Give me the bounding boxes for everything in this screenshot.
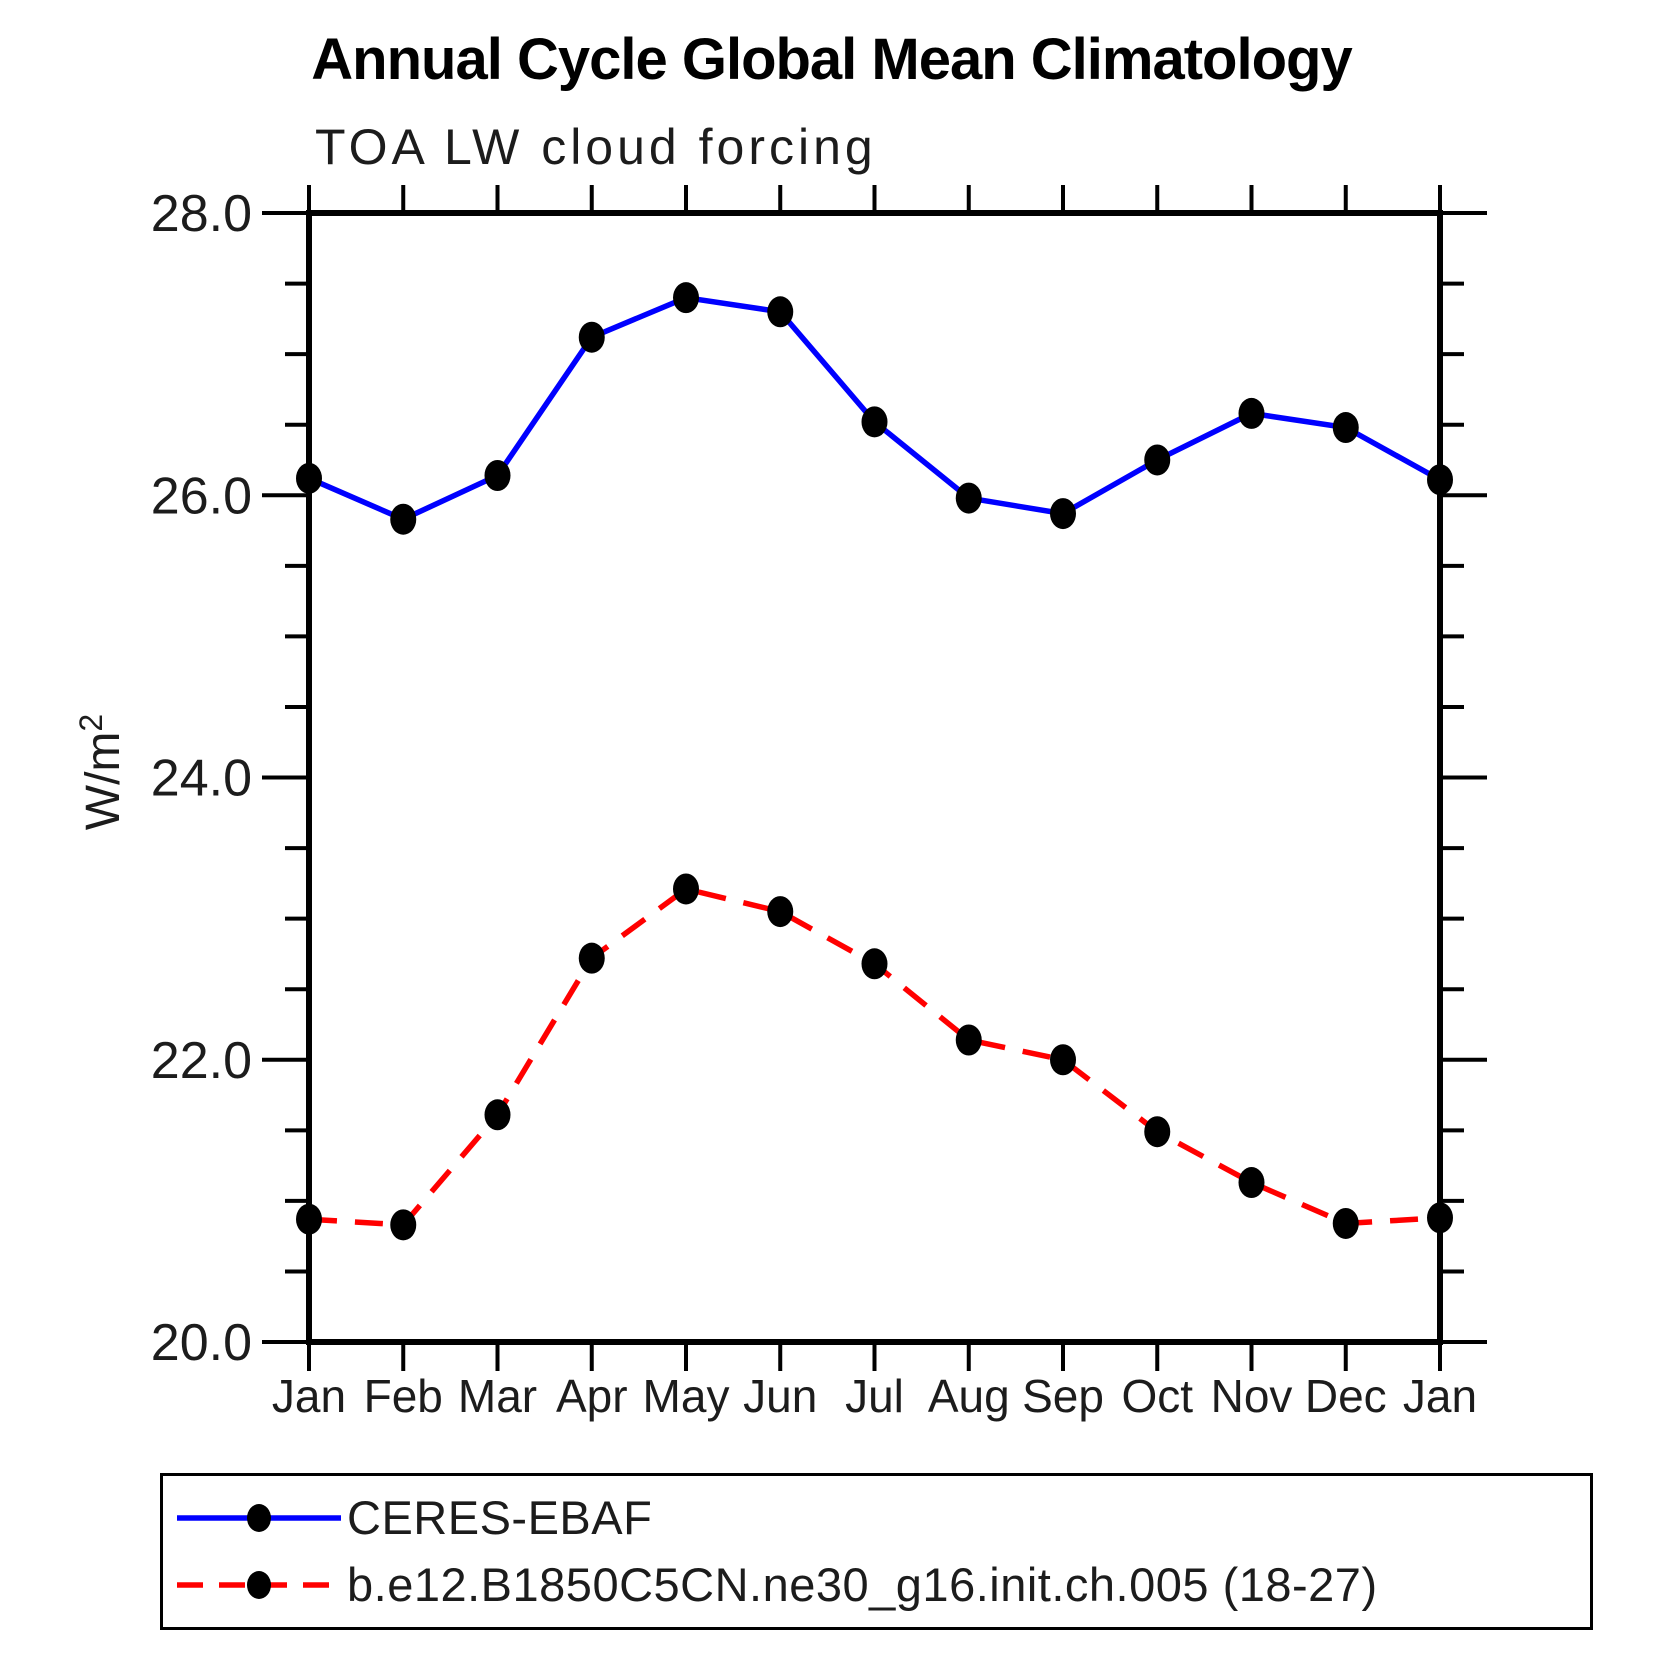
data-point bbox=[1144, 1116, 1171, 1148]
y-axis-ticks bbox=[262, 211, 1487, 1344]
legend-label-1: b.e12.B1850C5CN.ne30_g16.init.ch.005 (18… bbox=[347, 1558, 1378, 1611]
legend-marker-dot bbox=[247, 1503, 271, 1532]
legend-marker-dot bbox=[247, 1570, 271, 1599]
data-point bbox=[1427, 464, 1453, 496]
x-tick-labels: Jan Feb Mar Apr May Jun Jul Aug Sep Oct Nov Dec Jan bbox=[272, 1370, 1477, 1422]
data-point bbox=[767, 896, 794, 928]
y-tick-label: 20.0 bbox=[151, 1314, 252, 1372]
data-point bbox=[578, 321, 605, 353]
x-tick-label: Apr bbox=[556, 1370, 628, 1422]
x-tick-label: Jan bbox=[1403, 1370, 1477, 1422]
chart-subtitle: TOA LW cloud forcing bbox=[315, 119, 877, 175]
x-tick-label: Nov bbox=[1211, 1370, 1293, 1422]
data-point bbox=[1238, 1167, 1265, 1199]
data-point bbox=[484, 459, 511, 491]
data-point bbox=[673, 282, 699, 314]
x-tick-label: Feb bbox=[364, 1370, 443, 1422]
x-axis-ticks bbox=[307, 185, 1442, 1371]
data-point bbox=[1427, 1202, 1453, 1234]
data-point bbox=[484, 1099, 511, 1131]
data-point bbox=[390, 1209, 417, 1241]
chart-title: Annual Cycle Global Mean Climatology bbox=[311, 27, 1352, 92]
axis-frame bbox=[306, 210, 1443, 1345]
data-point bbox=[1332, 1207, 1359, 1239]
legend-row-0: CERES-EBAF bbox=[173, 1484, 1590, 1551]
data-point bbox=[767, 296, 794, 328]
data-point bbox=[861, 948, 888, 980]
x-tick-label: Jan bbox=[272, 1370, 346, 1422]
x-tick-label: Aug bbox=[928, 1370, 1010, 1422]
data-point bbox=[1332, 412, 1359, 444]
series-markers-1 bbox=[296, 873, 1453, 1241]
data-point bbox=[1238, 397, 1265, 429]
series-line-1 bbox=[308, 886, 1441, 1228]
series-markers-0 bbox=[296, 282, 1453, 535]
data-point bbox=[955, 482, 982, 514]
legend-sample-line-0 bbox=[177, 1503, 341, 1532]
y-tick-label: 26.0 bbox=[151, 467, 252, 525]
x-tick-label: Sep bbox=[1022, 1370, 1104, 1422]
data-point bbox=[296, 1203, 322, 1235]
data-point bbox=[673, 873, 699, 905]
data-point bbox=[1050, 1044, 1076, 1076]
legend-sample-line-1 bbox=[177, 1570, 341, 1599]
legend-label-0: CERES-EBAF bbox=[347, 1491, 653, 1544]
legend-box: CERES-EBAF b.e12.B1850C5CN.ne30_g16.init.… bbox=[160, 1473, 1593, 1630]
data-point bbox=[955, 1024, 982, 1056]
y-tick-labels: 28.0 26.0 24.0 22.0 20.0 bbox=[151, 185, 252, 1372]
data-point bbox=[578, 942, 605, 974]
data-point bbox=[861, 406, 888, 438]
data-point bbox=[1144, 444, 1171, 476]
x-tick-label: Dec bbox=[1305, 1370, 1387, 1422]
x-tick-label: Jun bbox=[743, 1370, 817, 1422]
x-tick-label: May bbox=[643, 1370, 730, 1422]
y-tick-label: 24.0 bbox=[151, 750, 252, 808]
x-tick-label: Oct bbox=[1121, 1370, 1193, 1422]
x-tick-label: Mar bbox=[458, 1370, 537, 1422]
data-point bbox=[390, 503, 417, 535]
legend-row-1: b.e12.B1850C5CN.ne30_g16.init.ch.005 (18… bbox=[173, 1551, 1590, 1618]
y-tick-label: 22.0 bbox=[151, 1032, 252, 1090]
x-tick-label: Jul bbox=[845, 1370, 904, 1422]
data-point bbox=[296, 462, 322, 494]
y-tick-label: 28.0 bbox=[151, 185, 252, 243]
data-point bbox=[1050, 498, 1076, 530]
